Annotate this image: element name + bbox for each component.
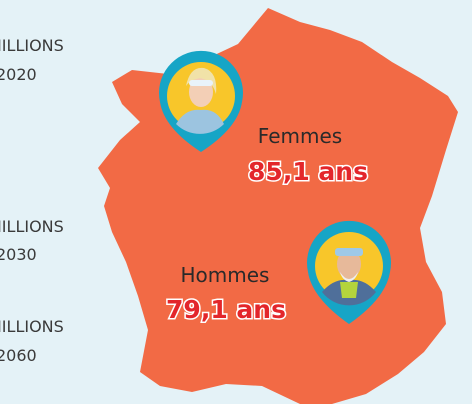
male-label: Hommes bbox=[181, 263, 270, 287]
female-value: 85,1 ans bbox=[248, 157, 368, 186]
female-label: Femmes bbox=[258, 124, 342, 148]
pin-male bbox=[306, 220, 391, 324]
stat-unit: MILLIONS bbox=[0, 317, 64, 336]
pin-female bbox=[159, 50, 243, 152]
stat-unit: MILLIONS bbox=[0, 36, 64, 55]
male-value: 79,1 ans bbox=[166, 295, 286, 324]
stat-year: 2030 bbox=[0, 245, 37, 264]
stat-year: 2060 bbox=[0, 346, 37, 365]
stat-year: 2020 bbox=[0, 65, 37, 84]
stat-unit: MILLIONS bbox=[0, 217, 64, 236]
